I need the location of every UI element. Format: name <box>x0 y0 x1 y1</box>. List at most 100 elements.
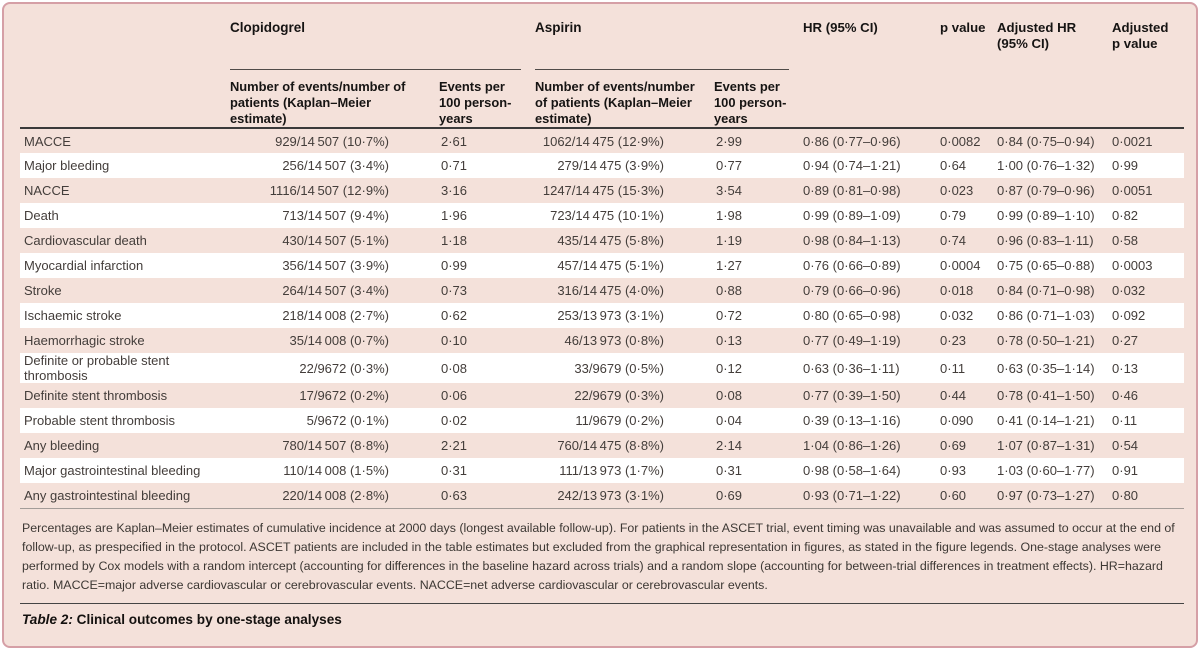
aspirin-rate: 0·88 <box>716 283 743 298</box>
aspirin-rate: 1·19 <box>716 233 743 248</box>
aspirin-rate: 0·69 <box>714 483 804 509</box>
aspirin-rate: 0·72 <box>716 308 743 323</box>
table-caption-text: Clinical outcomes by one-stage analyses <box>76 611 342 627</box>
clopidogrel-rate: 1·96 <box>441 208 468 223</box>
outcome-label: Myocardial infarction <box>24 258 144 273</box>
adjusted-p-value: 0·092 <box>1112 308 1146 323</box>
corner-cell <box>20 12 230 129</box>
p-value: 0·11 <box>940 360 966 376</box>
aspirin-events: 22/9679 (0·3%) <box>574 388 664 403</box>
table-row: Haemorrhagic stroke 35/14 008 (0·7%) 0·10 4… <box>20 328 1184 353</box>
clopidogrel-rate: 0·10 <box>441 333 468 348</box>
p-value: 0·090 <box>940 413 974 428</box>
clopidogrel-events-header: Number of events/number of patients (Kap… <box>230 72 439 129</box>
adjusted-p-value: 0·99 <box>1112 158 1139 173</box>
aspirin-rate: 2·99 <box>716 133 743 149</box>
outcome-label: Cardiovascular death <box>24 233 147 248</box>
table-row: Ischaemic stroke 218/14 008 (2·7%) 0·62 253… <box>20 303 1185 328</box>
adjusted-hr-value: 0·41 (0·14–1·21) <box>997 413 1095 428</box>
table-body: MACCE 929/14 507 (10·7%) 2·61 1062/14 475 (… <box>20 128 1185 509</box>
clopidogrel-rate: 2·21 <box>441 438 468 453</box>
aspirin-events: 279/14 475 (3·9%) <box>557 158 664 173</box>
hr-value: 0·77 (0·49–1·19) <box>803 333 901 348</box>
outcome-label: Any gastrointestinal bleeding <box>20 483 230 509</box>
aspirin-rate: 1·27 <box>716 258 743 273</box>
clopidogrel-events: 430/14 507 (5·1%) <box>282 233 389 248</box>
table-row: Definite or probable stent thrombosis 22/… <box>20 353 1185 383</box>
hr-value: 0·98 (0·58–1·64) <box>803 463 901 478</box>
clopidogrel-events: 256/14 507 (3·4%) <box>282 158 389 173</box>
aspirin-events: 11/9679 (0·2%) <box>575 413 664 428</box>
adjusted-hr-value: 0·86 (0·71–1·03) <box>997 308 1095 323</box>
p-value: 0·79 <box>940 208 967 223</box>
p-value: 0·69 <box>940 438 967 453</box>
aspirin-events: 435/14 475 (5·8%) <box>557 233 664 248</box>
p-value: 0·018 <box>940 283 974 298</box>
adjusted-p-value: 0·82 <box>1112 208 1139 223</box>
adjusted-p-value: 0·0051 <box>1112 183 1153 198</box>
aspirin-events: 253/13 973 (3·1%) <box>557 308 664 323</box>
hr-value: 0·79 (0·66–0·96) <box>803 283 901 298</box>
clopidogrel-events: 110/14 008 (1·5%) <box>283 463 389 478</box>
adjusted-hr-value: 0·75 (0·65–0·88) <box>997 258 1095 273</box>
adjusted-hr-value: 0·78 (0·50–1·21) <box>997 333 1095 348</box>
adjusted-p-value-column-header: Adjusted p value <box>1112 12 1185 129</box>
adjusted-p-value: 0·46 <box>1112 388 1139 403</box>
adjusted-hr-value: 0·87 (0·79–0·96) <box>997 183 1095 198</box>
table-row: Major bleeding 256/14 507 (3·4%) 0·71 279/1… <box>20 153 1185 178</box>
clopidogrel-events: 356/14 507 (3·9%) <box>282 258 389 273</box>
table-row: Major gastrointestinal bleeding 110/14 00… <box>20 458 1185 483</box>
table-row: Definite stent thrombosis 17/9672 (0·2%) 0… <box>20 383 1184 408</box>
group-header-row: Clopidogrel Aspirin HR (95% CI) p value … <box>20 12 1185 129</box>
adjusted-p-value: 0·54 <box>1112 438 1139 453</box>
clopidogrel-rate: 0·02 <box>441 413 468 428</box>
hr-value: 0·99 (0·89–1·09) <box>803 208 901 223</box>
table-row: Any gastrointestinal bleeding 220/14 008 … <box>20 483 1185 509</box>
clopidogrel-rate: 0·63 <box>439 483 535 509</box>
clopidogrel-events: 929/14 507 (10·7%) <box>275 133 389 149</box>
p-value: 0·44 <box>940 388 967 403</box>
aspirin-events: 457/14 475 (5·1%) <box>557 258 664 273</box>
adjusted-hr-value: 0·84 (0·75–0·94) <box>997 133 1095 149</box>
outcome-label: Any bleeding <box>24 438 100 453</box>
hr-column-header: HR (95% CI) <box>803 12 941 129</box>
clopidogrel-rate: 3·16 <box>441 183 468 198</box>
clopidogrel-events: 220/14 008 (2·8%) <box>230 483 439 509</box>
aspirin-rate: 0·12 <box>716 360 743 376</box>
adjusted-hr-value: 0·84 (0·71–0·98) <box>997 283 1095 298</box>
p-value: 0·60 <box>940 483 998 509</box>
hr-value: 0·77 (0·39–1·50) <box>803 388 901 403</box>
table-row: Death 713/14 507 (9·4%) 1·96 723/14 475 (10… <box>20 203 1185 228</box>
p-value: 0·0082 <box>940 133 981 149</box>
adjusted-hr-value: 0·78 (0·41–1·50) <box>997 388 1095 403</box>
outcome-label: Ischaemic stroke <box>24 308 122 323</box>
adjusted-hr-value: 1·07 (0·87–1·31) <box>997 438 1095 453</box>
table-caption-number: Table 2: <box>22 611 73 627</box>
clopidogrel-rate: 0·71 <box>441 158 468 173</box>
adjusted-p-value: 0·91 <box>1112 463 1139 478</box>
aspirin-rate: 1·98 <box>716 208 743 223</box>
adjusted-hr-value: 1·00 (0·76–1·32) <box>997 158 1095 173</box>
adjusted-p-value: 0·27 <box>1112 333 1139 348</box>
hr-value: 0·39 (0·13–1·16) <box>803 413 901 428</box>
aspirin-rate: 0·77 <box>716 158 743 173</box>
table-row: MACCE 929/14 507 (10·7%) 2·61 1062/14 475 (… <box>20 128 1184 153</box>
table-row: NACCE 1116/14 507 (12·9%) 3·16 1247/14 475 … <box>20 178 1184 203</box>
hr-value: 0·80 (0·65–0·98) <box>803 308 901 323</box>
table-row: Stroke 264/14 507 (3·4%) 0·73 316/14 475 (4… <box>20 278 1184 303</box>
table-row: Myocardial infarction 356/14 507 (3·9%) 0·… <box>20 253 1185 278</box>
aspirin-rate-header: Events per 100 person-years <box>714 72 804 129</box>
p-value-column-header: p value <box>940 12 998 129</box>
adjusted-p-value: 0·0003 <box>1112 258 1153 273</box>
p-value: 0·93 <box>940 463 967 478</box>
sub-header-row: Number of events/number of patients (Kap… <box>20 72 1184 129</box>
adjusted-p-value: 0·80 <box>1112 483 1185 509</box>
table-footnote: Percentages are Kaplan–Meier estimates o… <box>22 520 1175 592</box>
clopidogrel-rate: 2·61 <box>441 133 468 149</box>
table-header: Clopidogrel Aspirin HR (95% CI) p value … <box>20 12 1185 129</box>
aspirin-events-header: Number of events/number of patients (Kap… <box>535 72 714 129</box>
aspirin-events: 1247/14 475 (15·3%) <box>542 183 664 198</box>
hr-value: 0·89 (0·81–0·98) <box>803 183 901 198</box>
clinical-outcomes-table: Clopidogrel Aspirin HR (95% CI) p value … <box>20 12 1185 509</box>
